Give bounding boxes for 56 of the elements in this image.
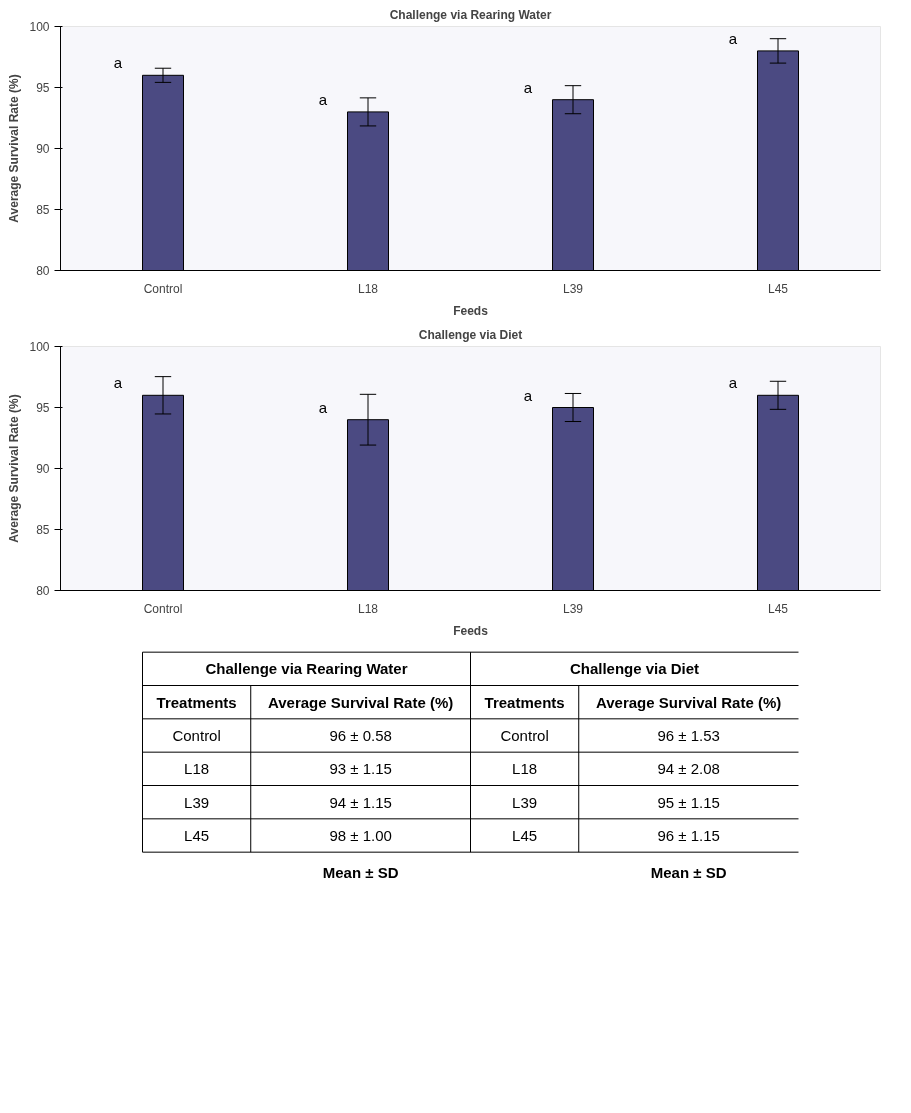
y-tick-label: 90 xyxy=(36,142,50,156)
text: L18 xyxy=(512,760,538,778)
text: 96 ± 0.58 xyxy=(329,727,392,744)
x-axis-title: Feeds xyxy=(453,623,489,638)
y-tick-label: 80 xyxy=(36,584,50,598)
text: Treatments xyxy=(484,693,565,711)
text: 96 ± 1.15 xyxy=(657,827,720,844)
x-tick-label: Control xyxy=(143,601,183,616)
text: L39 xyxy=(184,793,210,811)
text: 95 ± 1.15 xyxy=(657,793,720,811)
y-tick-label: 100 xyxy=(29,20,50,34)
y-axis-title: Average Survival Rate (%) xyxy=(7,74,22,223)
text: Challenge via Diet xyxy=(569,660,700,678)
x-tick-label: L18 xyxy=(357,281,379,296)
annotation: a xyxy=(523,78,533,96)
y-tick-label: 95 xyxy=(36,81,50,95)
x-tick-label: Control xyxy=(143,281,183,296)
text: L45 xyxy=(184,827,210,844)
annotation: a xyxy=(728,374,738,392)
text: Challenge via Rearing Water xyxy=(205,660,408,678)
chart-title: Challenge via Rearing Water xyxy=(389,7,552,22)
y-tick-label: 80 xyxy=(36,264,50,278)
annotation: a xyxy=(318,398,328,416)
y-tick-label: 85 xyxy=(36,523,50,537)
text: Control xyxy=(500,727,549,744)
text: 94 ± 2.08 xyxy=(657,760,720,778)
text: 94 ± 1.15 xyxy=(329,793,392,811)
text: 96 ± 1.53 xyxy=(657,727,720,744)
x-tick-label: L39 xyxy=(562,281,584,296)
chart-title: Challenge via Diet xyxy=(418,327,523,342)
text: Mean ± SD xyxy=(322,863,399,881)
text: Treatments xyxy=(156,693,237,711)
annotation: a xyxy=(728,29,738,47)
x-tick-label: L45 xyxy=(767,281,789,296)
x-tick-label: L39 xyxy=(562,601,584,616)
text: L45 xyxy=(512,827,538,844)
x-tick-label: L45 xyxy=(767,601,789,616)
text: Average Survival Rate (%) xyxy=(595,693,782,711)
y-tick-label: 100 xyxy=(29,340,50,354)
text: 93 ± 1.15 xyxy=(329,760,392,778)
text: L39 xyxy=(512,793,538,811)
y-tick-label: 90 xyxy=(36,462,50,476)
x-axis-title: Feeds xyxy=(453,303,489,318)
text: Average Survival Rate (%) xyxy=(267,693,454,711)
y-tick-label: 85 xyxy=(36,203,50,217)
y-axis-title: Average Survival Rate (%) xyxy=(7,394,22,543)
text: 98 ± 1.00 xyxy=(329,827,392,844)
annotation: a xyxy=(113,54,123,72)
text: Control xyxy=(172,727,221,744)
annotation: a xyxy=(113,374,123,392)
text: Mean ± SD xyxy=(650,863,727,881)
annotation: a xyxy=(523,386,533,404)
x-tick-label: L18 xyxy=(357,601,379,616)
y-tick-label: 95 xyxy=(36,401,50,415)
annotation: a xyxy=(318,90,328,108)
text: L18 xyxy=(184,760,210,778)
